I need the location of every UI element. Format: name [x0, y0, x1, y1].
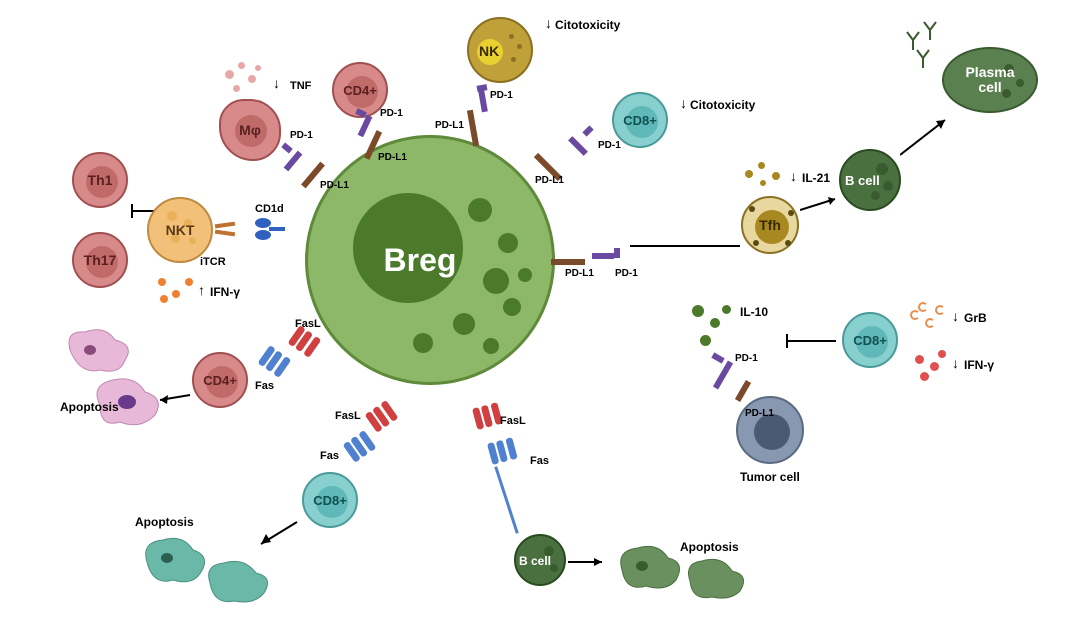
arrow-bcell-apoptosis	[568, 555, 610, 570]
citotox-cd8-label: Citotoxicity	[690, 98, 755, 112]
il21-down-arrow: ↓	[790, 168, 797, 184]
th17-cell: Th17	[72, 232, 128, 288]
apoptosis-teal-label: Apoptosis	[135, 515, 194, 529]
inhibit-th1-cap	[131, 204, 133, 218]
cd4-left-cell: CD4+	[192, 352, 248, 408]
citotox-cd8-arrow: ↓	[680, 95, 687, 111]
cd8-bot-cell: CD8+	[302, 472, 358, 528]
arrow-bcell-plasma	[900, 115, 955, 160]
cd1d-receptor	[255, 218, 285, 242]
grb-down-arrow: ↓	[952, 308, 959, 324]
th1-cell: Th1	[72, 152, 128, 208]
tumor-cell	[736, 396, 804, 464]
ifng-right-label: IFN-γ	[964, 358, 994, 372]
itcr-label: iTCR	[200, 256, 226, 268]
breg-cell: Breg	[305, 135, 555, 385]
fas-cd4	[255, 345, 292, 382]
inhibit-cd8r	[788, 340, 836, 342]
fasl-cd4	[285, 325, 322, 362]
itcr-receptor	[215, 220, 255, 240]
apoptosis-pink-label: Apoptosis	[60, 400, 119, 414]
macrophage-cell: Mφ	[219, 99, 281, 161]
apoptosis-olive-label: Apoptosis	[680, 540, 739, 554]
ifng-up-arrow: ↑	[198, 282, 205, 298]
tnf-down-arrow: ↓	[273, 75, 280, 91]
cd8-right-cell: CD8+	[842, 312, 898, 368]
citotox-nk-arrow: ↓	[545, 15, 552, 31]
breg-label: Breg	[384, 242, 457, 279]
arrow-tfh-bcell	[800, 195, 845, 215]
cd1d-label: CD1d	[255, 203, 284, 215]
pd1-mphi	[284, 151, 303, 172]
nk-cell: NK	[467, 17, 533, 83]
citotox-nk-label: Citotoxicity	[555, 18, 620, 32]
arrow-cd8-apoptosis	[255, 520, 303, 550]
tfh-cell: Tfh	[741, 196, 799, 254]
bcell-cell: B cell	[839, 149, 901, 211]
grb-label: GrB	[964, 311, 987, 325]
il21-label: IL-21	[802, 171, 830, 185]
ifng-dot	[158, 278, 166, 286]
tumor-label: Tumor cell	[740, 470, 800, 484]
ifng-left-label: IFN-γ	[210, 285, 240, 299]
tnf-label: TNF	[290, 80, 311, 92]
il10-label: IL-10	[740, 305, 768, 319]
arrow-cd4-apoptosis	[155, 390, 195, 405]
antibody-icon	[905, 30, 921, 50]
nkt-cell: NKT	[147, 197, 213, 263]
diagram-canvas: Breg Th1 Th17 NKT iTCR CD1d ↑ IFN-γ	[0, 0, 1084, 623]
plasma-cell: Plasma cell	[942, 47, 1038, 113]
ifng-right-down-arrow: ↓	[952, 355, 959, 371]
bcell-bot-cell: B cell	[514, 534, 566, 586]
apoptosis-olive-1	[610, 540, 690, 595]
